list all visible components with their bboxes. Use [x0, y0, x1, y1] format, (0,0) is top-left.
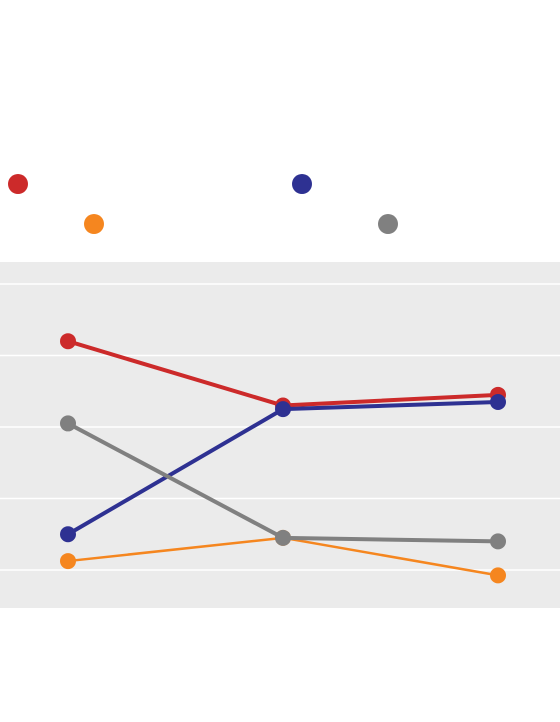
series-4	[60, 415, 506, 550]
legend-marker-1	[8, 174, 28, 194]
data-point	[60, 526, 76, 543]
legend-marker-3	[84, 214, 104, 234]
data-point	[490, 393, 506, 410]
data-point	[490, 533, 506, 550]
legend-marker-2	[292, 174, 312, 194]
plot-background	[0, 262, 560, 608]
series-layer	[60, 333, 506, 584]
legend-marker-4	[378, 214, 398, 234]
data-point	[60, 415, 76, 432]
data-point	[490, 567, 506, 584]
data-point	[60, 553, 76, 570]
series-2	[60, 393, 506, 543]
data-point	[275, 401, 291, 418]
data-point	[60, 333, 76, 350]
data-point	[275, 529, 291, 546]
legend	[8, 174, 398, 234]
